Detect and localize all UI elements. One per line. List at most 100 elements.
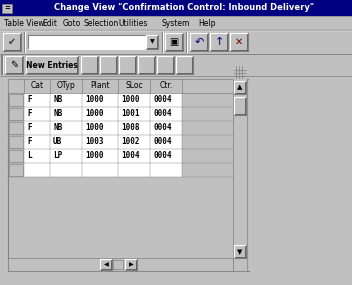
Text: NB: NB (53, 109, 62, 119)
Bar (119, 56, 136, 74)
Text: 0004: 0004 (153, 109, 171, 119)
Bar (234, 97, 246, 115)
Bar (50, 149, 82, 163)
Bar (8, 79, 249, 271)
Text: Ctr.: Ctr. (159, 82, 172, 91)
Text: =: = (4, 5, 10, 11)
Bar (9, 122, 23, 134)
Bar (50, 163, 82, 177)
Text: Goto: Goto (63, 19, 81, 27)
Bar (150, 149, 182, 163)
Bar (165, 33, 183, 51)
Bar (82, 149, 118, 163)
Bar (118, 107, 150, 121)
Bar (24, 121, 50, 135)
Bar (82, 135, 118, 149)
Bar (8, 79, 233, 93)
Bar (9, 164, 23, 176)
Bar (9, 150, 23, 162)
Bar (118, 93, 150, 107)
Bar (82, 121, 118, 135)
Text: Utilities: Utilities (118, 19, 147, 27)
Text: LP: LP (53, 152, 62, 160)
Text: 1000: 1000 (85, 152, 103, 160)
Bar (176, 56, 193, 74)
Text: Change View "Confirmation Control: Inbound Delivery": Change View "Confirmation Control: Inbou… (54, 3, 314, 13)
Bar (2, 4, 12, 13)
Text: Help: Help (198, 19, 215, 27)
Bar (3, 33, 21, 51)
Bar (125, 259, 137, 270)
Bar (50, 135, 82, 149)
Bar (9, 136, 23, 148)
Bar (0, 0, 352, 16)
Bar (150, 163, 182, 177)
Bar (28, 35, 146, 49)
Text: ▣: ▣ (169, 37, 178, 47)
Text: ▼: ▼ (150, 40, 155, 44)
Bar (24, 107, 50, 121)
Text: 1001: 1001 (121, 109, 139, 119)
Text: F: F (27, 109, 32, 119)
Text: 1004: 1004 (121, 152, 139, 160)
Bar (0, 79, 352, 271)
Text: 0004: 0004 (153, 152, 171, 160)
Text: ▲: ▲ (237, 84, 243, 90)
Text: 1000: 1000 (85, 123, 103, 133)
Bar (234, 81, 246, 94)
Text: ↶: ↶ (194, 37, 204, 47)
Text: Table View: Table View (4, 19, 44, 27)
Bar (234, 245, 246, 258)
Bar (0, 54, 352, 76)
Text: UB: UB (53, 137, 62, 146)
Bar (118, 121, 150, 135)
Text: System: System (162, 19, 190, 27)
Bar (230, 33, 248, 51)
Text: Selection: Selection (83, 19, 118, 27)
Bar (9, 94, 23, 106)
Bar (118, 149, 150, 163)
Text: ↑: ↑ (214, 37, 224, 47)
Bar (24, 149, 50, 163)
Text: F: F (27, 95, 32, 105)
Text: ▶: ▶ (128, 262, 133, 267)
Bar (82, 107, 118, 121)
Text: 1008: 1008 (121, 123, 139, 133)
Bar (113, 260, 123, 269)
Bar (190, 33, 208, 51)
Bar (150, 107, 182, 121)
Text: New Entries: New Entries (26, 60, 78, 70)
Bar (249, 79, 352, 271)
Bar (26, 56, 78, 74)
Bar (118, 135, 150, 149)
Text: ✕: ✕ (235, 37, 243, 47)
Bar (157, 56, 174, 74)
Text: Edit: Edit (42, 19, 57, 27)
Bar (233, 65, 247, 80)
Bar (50, 93, 82, 107)
Text: ✎: ✎ (10, 60, 18, 70)
Bar (50, 107, 82, 121)
Bar (82, 163, 118, 177)
Text: 0004: 0004 (153, 123, 171, 133)
Text: F: F (27, 123, 32, 133)
Text: 0004: 0004 (153, 95, 171, 105)
Bar (146, 35, 158, 49)
Text: 1000: 1000 (85, 109, 103, 119)
Bar (24, 93, 50, 107)
Text: SLoc: SLoc (125, 82, 143, 91)
Bar (100, 56, 117, 74)
Bar (8, 258, 233, 271)
Bar (5, 56, 23, 74)
Bar (100, 259, 112, 270)
Text: 1000: 1000 (85, 95, 103, 105)
Bar (0, 16, 352, 30)
Bar (50, 121, 82, 135)
Text: 1003: 1003 (85, 137, 103, 146)
Text: 1002: 1002 (121, 137, 139, 146)
Bar (82, 93, 118, 107)
Text: 0004: 0004 (153, 137, 171, 146)
Bar (24, 163, 50, 177)
Bar (150, 93, 182, 107)
Text: ▼: ▼ (237, 249, 243, 255)
